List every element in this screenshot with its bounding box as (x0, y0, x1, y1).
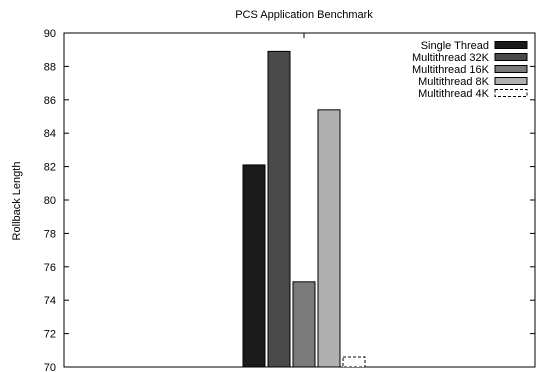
y-tick-label: 76 (44, 262, 56, 274)
legend-label: Multithread 4K (418, 88, 490, 100)
y-tick-label: 84 (44, 128, 56, 140)
legend-swatch (494, 53, 528, 61)
y-tick-label: 82 (44, 162, 56, 174)
y-tick-label: 74 (44, 295, 56, 307)
legend-label: Multithread 8K (418, 76, 490, 88)
legend-label: Single Thread (421, 40, 489, 52)
y-tick-label: 88 (44, 61, 56, 73)
legend-swatch (494, 89, 528, 97)
legend-swatch (494, 65, 528, 73)
legend-label: Multithread 32K (412, 52, 490, 64)
legend-swatch (494, 41, 528, 49)
bar-multithread-4k (342, 356, 366, 368)
bar-multithread-32k (267, 50, 291, 368)
y-tick-label: 86 (44, 95, 56, 107)
y-axis-label: Rollback Length (11, 162, 23, 241)
bar-group (242, 50, 366, 368)
y-tick-label: 78 (44, 228, 56, 240)
y-tick-label: 72 (44, 329, 56, 341)
y-tick-label: 90 (44, 28, 56, 40)
legend-swatch (494, 77, 528, 85)
legend-label: Multithread 16K (412, 64, 490, 76)
bar-multithread-8k (317, 109, 341, 368)
y-axis: 70 72 74 76 78 80 82 84 86 88 90 (44, 28, 535, 372)
bar-multithread-16k (292, 281, 316, 368)
y-tick-label: 70 (44, 362, 56, 372)
bar-single-thread (242, 164, 266, 368)
y-tick-label: 80 (44, 195, 56, 207)
chart-title: PCS Application Benchmark (235, 9, 373, 21)
